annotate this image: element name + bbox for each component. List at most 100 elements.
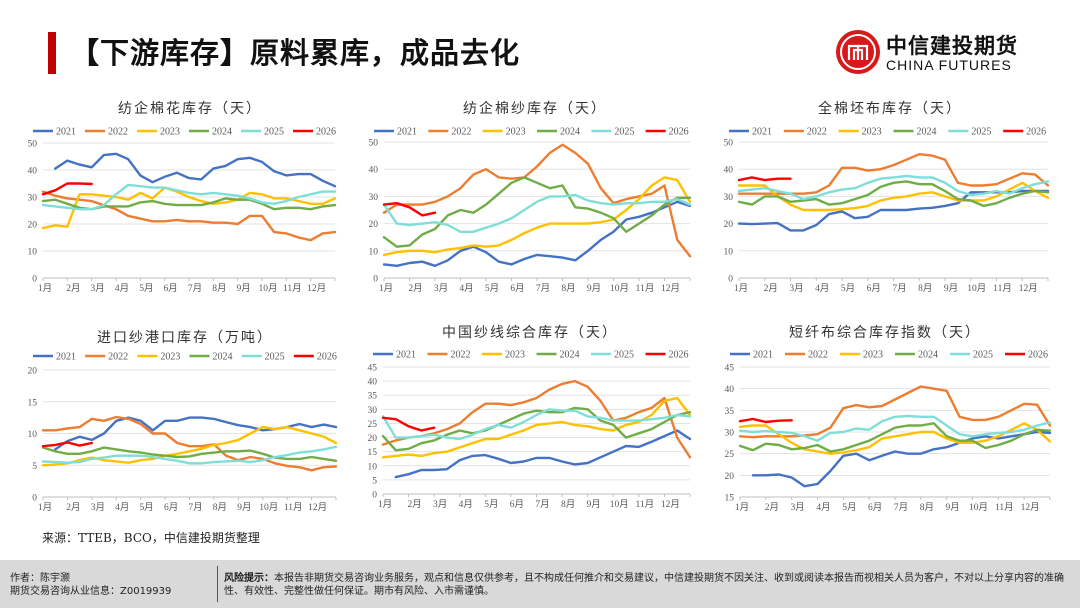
- x-tick-label: 12月: [307, 283, 326, 294]
- x-tick-label: 5月: [841, 283, 855, 294]
- series-line-2026: [737, 176, 792, 182]
- x-tick-label: 5月: [842, 502, 856, 513]
- x-tick-label: 2月: [407, 499, 421, 510]
- y-tick-label: 15: [368, 448, 378, 458]
- legend-label-2026: 2026: [1026, 127, 1046, 138]
- legend-label-2024: 2024: [560, 350, 580, 361]
- x-tick-label: 2月: [66, 283, 80, 294]
- x-tick-label: 7月: [536, 283, 550, 294]
- x-tick-label: 5月: [140, 502, 154, 513]
- y-tick-label: 0: [372, 491, 377, 501]
- legend-label-2024: 2024: [213, 352, 233, 363]
- y-tick-label: 0: [32, 494, 37, 504]
- logo-emblem-icon: [836, 30, 880, 74]
- series-line-2024: [738, 422, 1052, 453]
- series-line-2023: [738, 422, 1052, 455]
- x-tick-label: 2月: [764, 283, 778, 294]
- risk-text: 本报告非期货交易咨询业务服务，观点和信息仅供参考，且不构成任何推介和交易建议，中…: [224, 573, 1064, 597]
- series-line-2022: [41, 190, 337, 242]
- series-line-2026: [41, 182, 93, 196]
- y-tick-label: 50: [369, 139, 379, 149]
- x-tick-label: 12月: [661, 283, 680, 294]
- legend-label-2025: 2025: [614, 350, 634, 361]
- y-tick-label: 25: [725, 450, 735, 460]
- chart-title-yarn: 纺企棉纱库存（天）: [463, 101, 607, 117]
- x-tick-label: 3月: [789, 283, 803, 294]
- series-line-2026: [41, 441, 93, 448]
- series-line-2025: [737, 174, 1050, 201]
- footer-divider: [217, 566, 218, 602]
- license-number: 期货交易咨询从业信息：Z0019939: [10, 586, 172, 597]
- x-tick-label: 3月: [791, 502, 805, 513]
- legend-label-2025: 2025: [265, 352, 285, 363]
- y-tick-label: 20: [724, 220, 734, 230]
- y-tick-label: 35: [725, 407, 735, 417]
- x-tick-label: 1月: [38, 283, 52, 294]
- series-line-2024: [41, 446, 338, 462]
- chart-3: 0 5 10 15 20 1月 2月 3月 4月 5月 6月 7月 8月 9月 10月 11月 12月 2021 2…: [28, 352, 338, 513]
- x-tick-label: 7月: [894, 502, 908, 513]
- x-tick-label: 8月: [212, 283, 226, 294]
- y-tick-label: 0: [728, 275, 733, 285]
- legend-label-2022: 2022: [108, 352, 128, 363]
- x-tick-label: 11月: [995, 502, 1014, 513]
- legend-label-2025: 2025: [614, 127, 634, 138]
- legend-label-2026: 2026: [1028, 350, 1048, 361]
- x-tick-label: 5月: [484, 499, 498, 510]
- source-note: 来源：TTEB，BCO，中信建投期货整理: [42, 531, 260, 545]
- y-tick-label: 0: [32, 275, 37, 285]
- x-tick-label: 12月: [1019, 283, 1038, 294]
- legend-label-2023: 2023: [505, 350, 525, 361]
- y-tick-label: 20: [369, 220, 379, 230]
- x-tick-label: 11月: [993, 283, 1012, 294]
- legend-label-2021: 2021: [752, 127, 772, 138]
- y-tick-label: 10: [28, 248, 38, 258]
- risk-disclaimer: 风险提示：本报告非期货交易咨询业务服务，观点和信息仅供参考，且不构成任何推介和交…: [224, 572, 1064, 598]
- x-tick-label: 3月: [91, 502, 105, 513]
- series-line-2026: [738, 417, 793, 424]
- chart-title-cotton: 纺企棉花库存（天）: [118, 101, 262, 117]
- series-line-2025: [41, 445, 338, 465]
- x-tick-label: 5月: [139, 283, 153, 294]
- series-line-2025: [381, 408, 692, 441]
- series-line-2022: [737, 153, 1050, 195]
- x-tick-label: 4月: [816, 502, 830, 513]
- series-line-2023: [381, 396, 692, 459]
- series-line-2021: [382, 200, 692, 267]
- y-tick-label: 40: [724, 166, 734, 176]
- x-tick-label: 1月: [379, 283, 393, 294]
- legend-label-2023: 2023: [160, 127, 180, 138]
- x-tick-label: 5月: [485, 283, 499, 294]
- x-tick-label: 2月: [408, 283, 422, 294]
- legend-label-2026: 2026: [669, 350, 689, 361]
- legend-label-2024: 2024: [918, 350, 938, 361]
- x-tick-label: 10月: [967, 283, 986, 294]
- series-line-2021: [751, 430, 1052, 488]
- legend-label-2023: 2023: [506, 127, 526, 138]
- chart-title-polyester-fabric: 短纤布综合库存指数（天）: [789, 325, 981, 341]
- series-line-2021: [394, 429, 692, 479]
- chart-0: 0 10 20 30 40 50 1月 2月 3月 4月 5月 6月 7月 8月 9月 10月 11月 12月 20…: [28, 127, 337, 294]
- legend-label-2021: 2021: [753, 350, 773, 361]
- x-tick-label: 9月: [587, 499, 601, 510]
- series-line-2022: [381, 379, 692, 459]
- x-tick-label: 12月: [308, 502, 327, 513]
- x-tick-label: 8月: [213, 502, 227, 513]
- y-tick-label: 10: [368, 462, 378, 472]
- legend-label-2022: 2022: [108, 127, 128, 138]
- y-tick-label: 40: [369, 166, 379, 176]
- legend-label-2021: 2021: [56, 127, 76, 138]
- x-tick-label: 2月: [765, 502, 779, 513]
- legend-label-2025: 2025: [973, 350, 993, 361]
- y-tick-label: 30: [369, 193, 379, 203]
- y-tick-label: 0: [373, 275, 378, 285]
- x-tick-label: 6月: [164, 283, 178, 294]
- x-tick-label: 7月: [188, 502, 202, 513]
- x-tick-label: 8月: [920, 502, 934, 513]
- y-tick-label: 35: [368, 392, 378, 402]
- x-tick-label: 6月: [510, 499, 524, 510]
- series-line-2025: [41, 183, 337, 211]
- chart-title-yarn-composite: 中国纱线综合库存（天）: [442, 325, 618, 341]
- y-tick-label: 5: [32, 462, 37, 472]
